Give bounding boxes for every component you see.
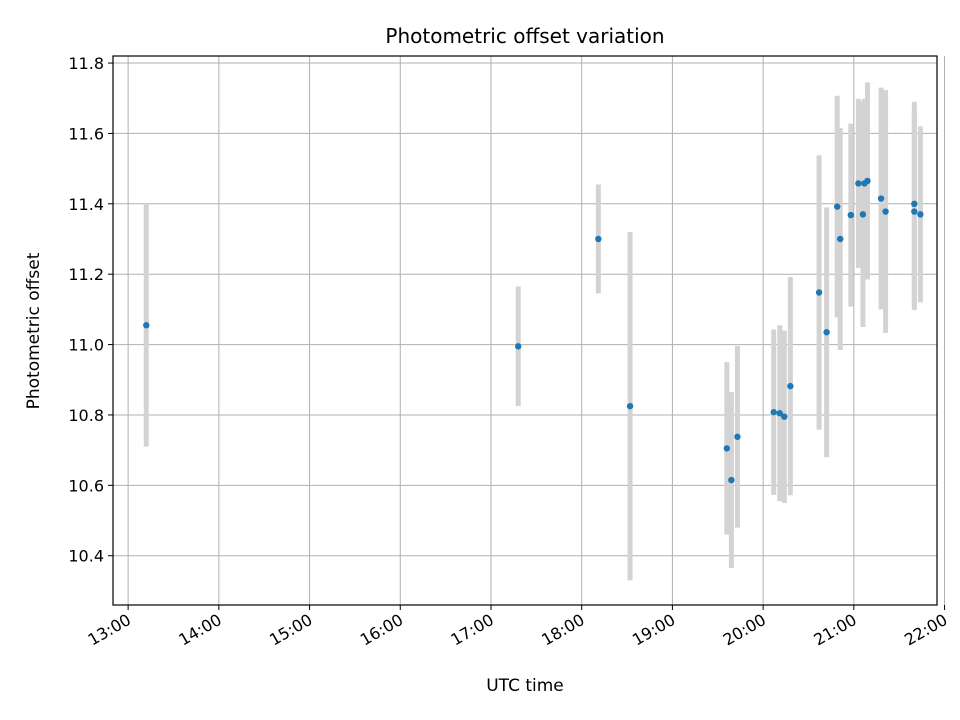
data-point (877, 195, 885, 202)
data-point (847, 211, 855, 219)
data-point (864, 177, 871, 185)
data-point (776, 410, 783, 417)
data-point (911, 200, 918, 208)
data-point (781, 413, 788, 420)
data-point (882, 208, 889, 215)
x-axis-label: UTC time (486, 676, 564, 696)
data-point (855, 180, 862, 187)
data-point (770, 408, 777, 416)
y-axis-label: Photometric offset (24, 252, 44, 409)
data-point (514, 343, 522, 350)
y-tick-label: 11.0 (68, 336, 104, 355)
y-tick-label: 11.6 (68, 124, 104, 143)
y-tick-label: 10.8 (68, 406, 104, 425)
data-point (787, 382, 794, 390)
y-tick-label: 11.4 (68, 195, 104, 214)
chart-title: Photometric offset variation (385, 24, 664, 48)
data-points (143, 177, 924, 484)
data-point (823, 329, 830, 336)
y-tick-label: 11.8 (68, 54, 104, 73)
data-point (837, 235, 844, 243)
data-point (143, 322, 150, 329)
plot-frame (112, 55, 938, 606)
data-point (734, 433, 741, 440)
y-axis-ticks: 10.4 10.6 10.8 11.0 11.2 11.4 11.6 11.8 (68, 54, 113, 566)
data-point (834, 203, 841, 210)
y-tick-label: 10.6 (68, 476, 104, 495)
data-point (815, 289, 823, 296)
data-point (626, 402, 634, 410)
data-point (859, 211, 867, 218)
data-point (728, 476, 735, 484)
data-point (595, 235, 602, 243)
y-tick-label: 11.2 (68, 265, 104, 284)
y-tick-label: 10.4 (68, 547, 104, 566)
data-point (723, 445, 731, 452)
data-point (917, 211, 924, 218)
data-point (911, 208, 918, 215)
grid (113, 56, 946, 605)
